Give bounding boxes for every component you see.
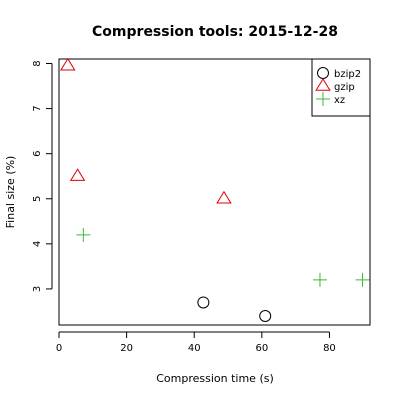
legend-marker-gzip	[315, 78, 331, 91]
plot-frame	[58, 58, 371, 326]
y-tick-label: 5	[32, 196, 43, 202]
x-tick-label: 60	[255, 343, 268, 354]
x-tick-label: 40	[188, 343, 201, 354]
x-tick-label: 20	[120, 343, 133, 354]
x-tick-label: 0	[56, 343, 62, 354]
legend-label-xz: xz	[334, 95, 345, 106]
x-axis-label: Compression time (s)	[156, 372, 274, 385]
y-axis-label: Final size (%)	[4, 156, 17, 229]
y-axis: 3 4 5 6 7 8	[32, 60, 53, 292]
point-gzip	[60, 57, 76, 71]
y-tick-label: 7	[32, 105, 43, 111]
point-xz	[76, 227, 91, 242]
y-tick-label: 4	[32, 241, 43, 247]
legend: bzip2 gzip xz	[311, 58, 371, 117]
point-bzip2	[259, 309, 272, 322]
chart-title: Compression tools: 2015-12-28	[92, 24, 338, 40]
x-tick-label: 80	[323, 343, 336, 354]
x-axis: 0 20 40 60 80	[56, 331, 336, 354]
legend-label-bzip2: bzip2	[334, 69, 361, 80]
legend-marker-xz	[316, 92, 330, 106]
point-xz	[312, 272, 327, 287]
y-tick-label: 3	[32, 286, 43, 292]
data-points	[60, 57, 370, 322]
point-xz	[355, 272, 370, 287]
point-gzip	[216, 190, 232, 204]
y-tick-label: 6	[32, 150, 43, 156]
legend-box	[311, 58, 371, 117]
legend-label-gzip: gzip	[334, 82, 355, 93]
point-bzip2	[197, 296, 210, 309]
y-tick-label: 8	[32, 60, 43, 66]
point-gzip	[69, 168, 86, 181]
